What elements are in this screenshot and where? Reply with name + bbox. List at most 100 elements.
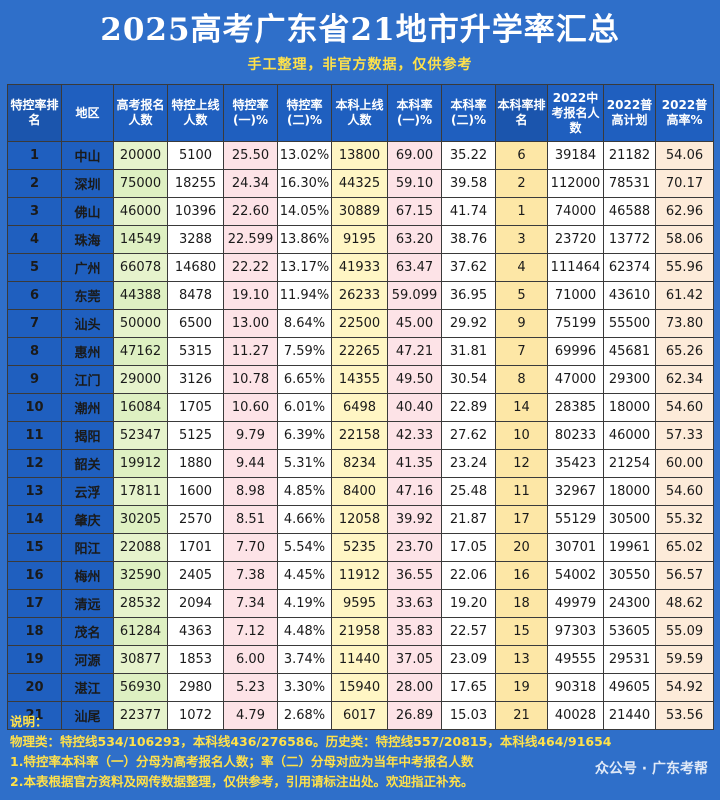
zhongkao-applicants-cell: 111464 xyxy=(547,253,604,282)
column-header: 本科上线人数 xyxy=(331,84,388,142)
benke-rate-1-cell: 47.16 xyxy=(387,477,442,506)
tekong-rate-2-cell: 13.86% xyxy=(277,225,332,254)
puogao-plan-cell: 45681 xyxy=(603,337,656,366)
zhongkao-applicants-cell: 55129 xyxy=(547,505,604,534)
gaokao-applicants-cell: 28532 xyxy=(113,589,168,618)
benke-rate-2-cell: 25.48 xyxy=(441,477,496,506)
tekong-rate-2-cell: 14.05% xyxy=(277,197,332,226)
region-cell: 清远 xyxy=(61,589,114,618)
rank-cell: 3 xyxy=(7,197,62,226)
table-header-row: 特控率排名 地区 高考报名人数 特控上线人数 特控率(一)% 特控率(二)% 本科上线人数本… xyxy=(7,84,714,142)
benke-rate-2-cell: 19.20 xyxy=(441,589,496,618)
tekong-passed-cell: 2094 xyxy=(167,589,224,618)
benke-rank-cell: 14 xyxy=(495,393,548,422)
benke-rate-1-cell: 26.89 xyxy=(387,701,442,730)
zhongkao-applicants-cell: 39184 xyxy=(547,141,604,170)
zhongkao-applicants-cell: 47000 xyxy=(547,365,604,394)
puogao-plan-cell: 46000 xyxy=(603,421,656,450)
puogao-plan-cell: 19961 xyxy=(603,533,656,562)
rank-cell: 14 xyxy=(7,505,62,534)
rates-table: 特控率排名 地区 高考报名人数 特控上线人数 特控率(一)% 特控率(二)% 本科上线人数本… xyxy=(7,84,714,730)
tekong-passed-cell: 10396 xyxy=(167,197,224,226)
benke-passed-cell: 5235 xyxy=(331,533,388,562)
tekong-rate-2-cell: 4.19% xyxy=(277,589,332,618)
benke-rank-cell: 15 xyxy=(495,617,548,646)
benke-rank-cell: 4 xyxy=(495,253,548,282)
gaokao-applicants-cell: 20000 xyxy=(113,141,168,170)
gaokao-applicants-cell: 19912 xyxy=(113,449,168,478)
rank-cell: 2 xyxy=(7,169,62,198)
benke-passed-cell: 8400 xyxy=(331,477,388,506)
zhongkao-applicants-cell: 74000 xyxy=(547,197,604,226)
region-cell: 江门 xyxy=(61,365,114,394)
rank-cell: 17 xyxy=(7,589,62,618)
tekong-rate-2-cell: 6.01% xyxy=(277,393,332,422)
tekong-rate-1-cell: 24.34 xyxy=(223,169,278,198)
benke-rate-2-cell: 41.74 xyxy=(441,197,496,226)
region-cell: 韶关 xyxy=(61,449,114,478)
table-row: 12 韶关 19912 1880 9.44 5.31% 8234 41.35 23.24 12 35… xyxy=(7,449,714,478)
benke-rank-cell: 12 xyxy=(495,449,548,478)
rank-cell: 16 xyxy=(7,561,62,590)
rank-cell: 20 xyxy=(7,673,62,702)
tekong-passed-cell: 2405 xyxy=(167,561,224,590)
puogao-plan-cell: 62374 xyxy=(603,253,656,282)
column-header: 特控率(一)% xyxy=(223,84,278,142)
benke-passed-cell: 44325 xyxy=(331,169,388,198)
table-row: 15 阳江 22088 1701 7.70 5.54% 5235 23.70 17.05 20 30… xyxy=(7,533,714,562)
zhongkao-applicants-cell: 49979 xyxy=(547,589,604,618)
tekong-passed-cell: 1600 xyxy=(167,477,224,506)
benke-passed-cell: 11440 xyxy=(331,645,388,674)
benke-passed-cell: 9595 xyxy=(331,589,388,618)
benke-rate-1-cell: 37.05 xyxy=(387,645,442,674)
gaokao-applicants-cell: 56930 xyxy=(113,673,168,702)
benke-rate-1-cell: 69.00 xyxy=(387,141,442,170)
puogao-rate-cell: 73.80 xyxy=(655,309,714,338)
benke-rate-1-cell: 41.35 xyxy=(387,449,442,478)
zhongkao-applicants-cell: 30701 xyxy=(547,533,604,562)
tekong-rate-2-cell: 13.02% xyxy=(277,141,332,170)
benke-rank-cell: 3 xyxy=(495,225,548,254)
tekong-rate-2-cell: 3.74% xyxy=(277,645,332,674)
puogao-plan-cell: 78531 xyxy=(603,169,656,198)
tekong-rate-2-cell: 5.31% xyxy=(277,449,332,478)
gaokao-applicants-cell: 22377 xyxy=(113,701,168,730)
gaokao-applicants-cell: 75000 xyxy=(113,169,168,198)
benke-passed-cell: 8234 xyxy=(331,449,388,478)
benke-passed-cell: 6498 xyxy=(331,393,388,422)
benke-rank-cell: 7 xyxy=(495,337,548,366)
benke-passed-cell: 14355 xyxy=(331,365,388,394)
rank-cell: 19 xyxy=(7,645,62,674)
benke-passed-cell: 12058 xyxy=(331,505,388,534)
tekong-rate-1-cell: 13.00 xyxy=(223,309,278,338)
gaokao-applicants-cell: 50000 xyxy=(113,309,168,338)
region-cell: 汕头 xyxy=(61,309,114,338)
tekong-passed-cell: 1880 xyxy=(167,449,224,478)
benke-passed-cell: 21958 xyxy=(331,617,388,646)
puogao-plan-cell: 53605 xyxy=(603,617,656,646)
region-cell: 中山 xyxy=(61,141,114,170)
notes-line-1: 物理类：特控线534/106293，本科线436/276586。历史类：特控线5… xyxy=(10,734,612,749)
notes-heading: 说明： xyxy=(10,714,48,729)
zhongkao-applicants-cell: 90318 xyxy=(547,673,604,702)
tekong-rate-1-cell: 10.60 xyxy=(223,393,278,422)
tekong-passed-cell: 14680 xyxy=(167,253,224,282)
tekong-rate-2-cell: 4.45% xyxy=(277,561,332,590)
tekong-rate-1-cell: 4.79 xyxy=(223,701,278,730)
rank-cell: 1 xyxy=(7,141,62,170)
puogao-plan-cell: 24300 xyxy=(603,589,656,618)
tekong-passed-cell: 2980 xyxy=(167,673,224,702)
table-body: 1 中山 20000 5100 25.50 13.02% 13800 69.00 35.22 6 3… xyxy=(7,141,714,730)
region-cell: 梅州 xyxy=(61,561,114,590)
benke-rate-2-cell: 39.58 xyxy=(441,169,496,198)
benke-rate-2-cell: 38.76 xyxy=(441,225,496,254)
puogao-rate-cell: 55.96 xyxy=(655,253,714,282)
benke-passed-cell: 9195 xyxy=(331,225,388,254)
puogao-plan-cell: 46588 xyxy=(603,197,656,226)
puogao-rate-cell: 65.02 xyxy=(655,533,714,562)
region-cell: 肇庆 xyxy=(61,505,114,534)
benke-rate-2-cell: 22.06 xyxy=(441,561,496,590)
table-row: 20 湛江 56930 2980 5.23 3.30% 15940 28.00 17.65 19 9… xyxy=(7,673,714,702)
tekong-passed-cell: 3288 xyxy=(167,225,224,254)
region-cell: 广州 xyxy=(61,253,114,282)
